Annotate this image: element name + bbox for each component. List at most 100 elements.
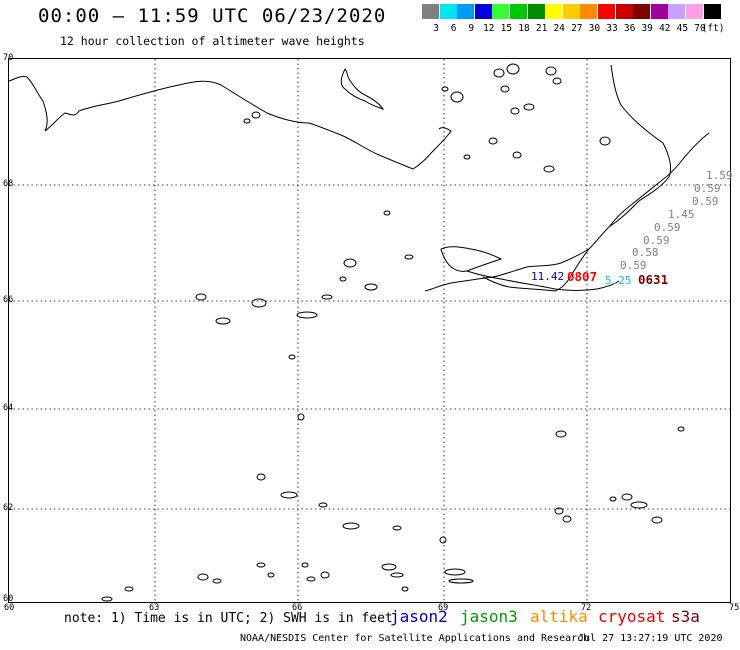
- island: [562, 515, 572, 523]
- observation-label: 0807: [567, 269, 598, 284]
- scale-label: 12: [483, 23, 495, 34]
- island: [383, 210, 391, 216]
- map-subtitle: 12 hour collection of altimeter wave hei…: [60, 34, 365, 48]
- scale-swatch: [650, 4, 668, 19]
- lat-label: 66: [3, 295, 14, 305]
- scale-swatch: [562, 4, 580, 19]
- scale-swatch: [457, 4, 475, 19]
- satellite-name: cryosat: [598, 607, 666, 626]
- island: [545, 66, 557, 76]
- scale-swatch: [510, 4, 527, 19]
- island: [251, 298, 267, 308]
- island: [463, 154, 471, 160]
- scale-label: 9: [468, 23, 475, 34]
- island: [280, 491, 298, 499]
- island: [523, 103, 535, 111]
- scale-swatch: [527, 4, 545, 19]
- footer-note: note: 1) Time is in UTC; 2) SWH is in fe…: [64, 611, 393, 626]
- scale-swatch: [633, 4, 651, 19]
- scale-label: 18: [518, 23, 530, 34]
- island: [321, 294, 333, 300]
- scale-swatch: [615, 4, 633, 19]
- observation-label: 1.45: [668, 208, 695, 221]
- island: [554, 507, 564, 515]
- satellite-name: altika: [530, 607, 588, 626]
- scale-swatch: [703, 4, 721, 19]
- island: [343, 258, 357, 268]
- island: [651, 516, 663, 524]
- satellite-name: s3a: [671, 607, 700, 626]
- island: [318, 502, 328, 508]
- observation-label: 11.42: [531, 270, 565, 283]
- island: [364, 283, 378, 291]
- island: [124, 586, 134, 592]
- island: [215, 317, 231, 325]
- island: [510, 107, 520, 115]
- island: [630, 501, 648, 509]
- island: [444, 568, 466, 576]
- map-title: 00:00 – 11:59 UTC 06/23/2020: [38, 5, 387, 27]
- graticule: [9, 59, 732, 604]
- scale-label: 6: [450, 23, 457, 34]
- lat-label: 70: [3, 53, 14, 63]
- observation-label: 1.59: [706, 169, 733, 182]
- lat-label: 68: [3, 179, 14, 189]
- lon-label: 69: [438, 603, 449, 613]
- island: [450, 91, 464, 103]
- island: [256, 562, 266, 568]
- observation-label: 0.59: [694, 182, 721, 195]
- island: [339, 276, 347, 282]
- island: [297, 413, 305, 421]
- scale-label: 30: [588, 23, 601, 34]
- island: [552, 77, 562, 85]
- observation-label: 0.59: [654, 221, 681, 234]
- eastern-coast-lower: [608, 132, 710, 228]
- island: [401, 586, 409, 592]
- island: [301, 562, 309, 568]
- northern-coastline: [9, 76, 452, 170]
- island: [448, 578, 474, 584]
- scale-label: 33: [606, 23, 618, 34]
- island: [677, 426, 685, 432]
- observation-label: 0.59: [692, 195, 719, 208]
- island: [296, 311, 318, 319]
- scale-label: 36: [623, 23, 636, 34]
- island: [197, 573, 209, 581]
- scale-label: 39: [641, 23, 653, 34]
- lat-label: 60: [3, 594, 14, 604]
- island: [439, 536, 447, 544]
- island: [555, 430, 567, 438]
- scale-swatch: [668, 4, 686, 19]
- gulf-coast: [440, 246, 503, 272]
- satellite-name: jason2: [390, 607, 448, 626]
- island: [267, 572, 275, 578]
- island: [212, 578, 222, 584]
- scale-label: 15: [500, 23, 513, 34]
- map-frame: [8, 58, 732, 604]
- generated-timestamp: Jul 27 13:27:19 UTC 2020: [578, 633, 723, 644]
- island: [390, 572, 404, 578]
- lon-label: 72: [581, 603, 592, 613]
- observation-label: 5.25: [605, 274, 632, 287]
- island: [392, 525, 402, 531]
- island: [251, 111, 261, 119]
- coastlines: [9, 64, 710, 292]
- island: [543, 165, 555, 173]
- island: [621, 493, 633, 501]
- scale-label: 70: [694, 23, 706, 34]
- scale-swatch: [580, 4, 598, 19]
- scale-label: 45: [676, 23, 689, 34]
- credit-line: NOAA/NESDIS Center for Satellite Applica…: [240, 633, 590, 644]
- scale-label: 24: [553, 23, 565, 34]
- scale-swatch: [474, 4, 492, 19]
- island: [320, 571, 330, 579]
- scale-swatch: [545, 4, 563, 19]
- island: [500, 85, 510, 93]
- observation-label: 0.59: [643, 234, 670, 247]
- lon-label: 75: [729, 603, 740, 613]
- archipelago-coast: [340, 68, 385, 110]
- island: [512, 151, 522, 159]
- lat-label: 64: [3, 403, 14, 413]
- island: [493, 68, 505, 78]
